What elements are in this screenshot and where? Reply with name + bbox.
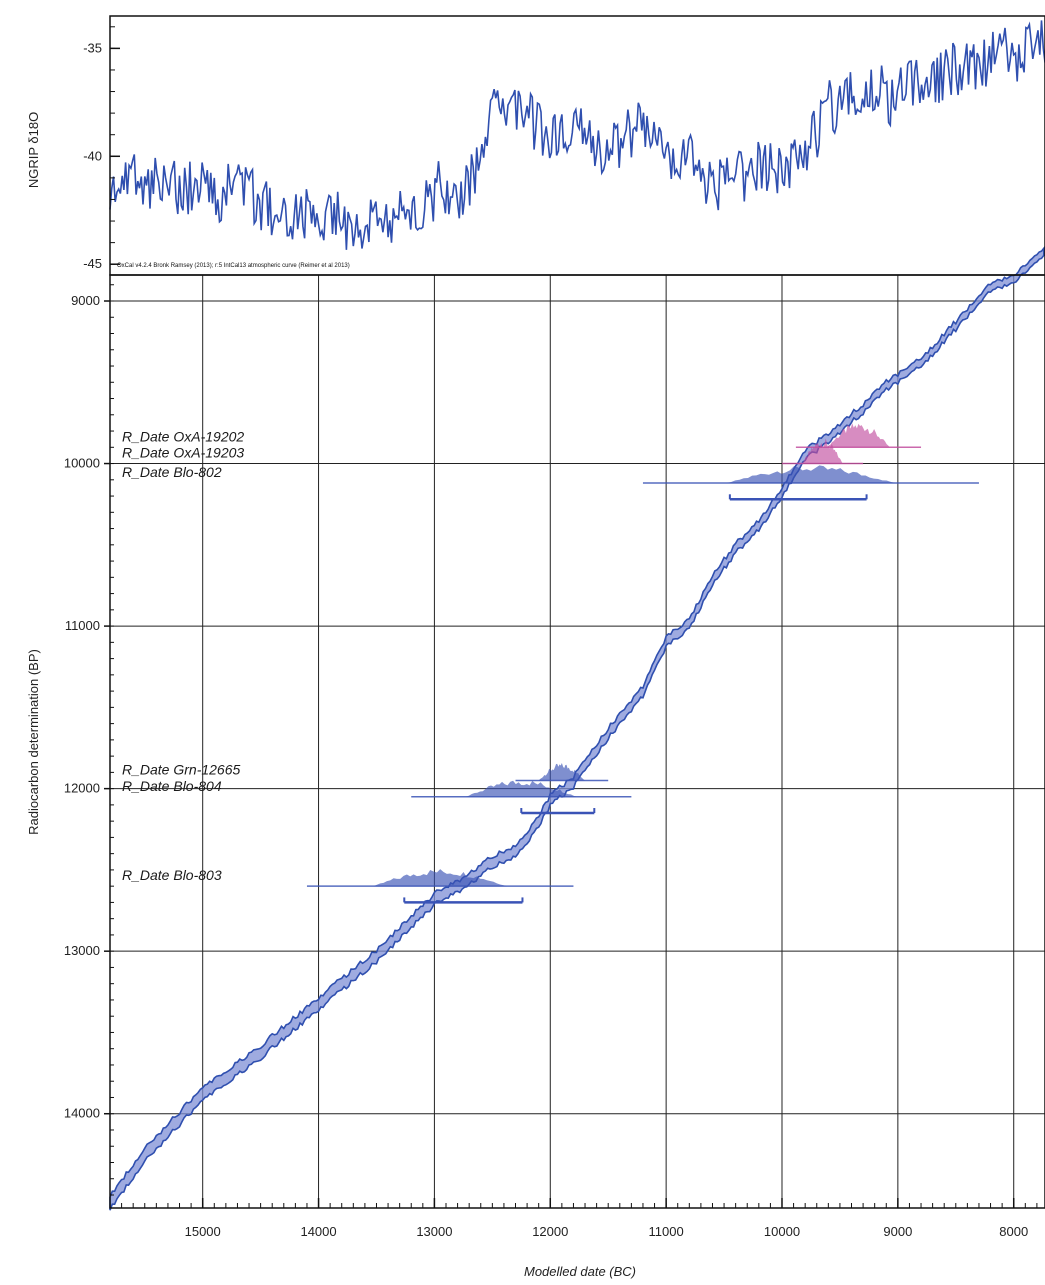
date-distributions-layer (306, 423, 979, 904)
climate-y-tick-label: -35 (83, 40, 102, 55)
axes-layer: -35 -40 -45 9000 10000 11000 12000 13000 14000 15… (64, 15, 1045, 1239)
x-tick-label: 11000 (649, 1224, 684, 1239)
climate-y-tick-label: -45 (83, 256, 102, 271)
date-distribution (802, 438, 843, 464)
x-tick-label: 9000 (883, 1224, 912, 1239)
gridlines (110, 275, 1045, 1208)
x-tick-label: 13000 (416, 1224, 452, 1239)
climate-y-tick-label: -40 (83, 148, 102, 163)
date-distribution (466, 780, 577, 797)
x-axis-title: Modelled date (BC) (524, 1264, 636, 1279)
date-distribution (726, 465, 895, 484)
date-label: R_Date Blo-802 (122, 464, 222, 480)
x-tick-label: 10000 (764, 1224, 800, 1239)
date-distribution (827, 423, 890, 448)
calibration-frame (109, 274, 1045, 1209)
calibration-y-tick-label: 10000 (64, 456, 100, 471)
x-tick-label: 12000 (532, 1224, 568, 1239)
date-label: R_Date Grn-12665 (122, 762, 241, 778)
calibration-y-tick-label: 9000 (71, 293, 100, 308)
y-axis-title-climate: NGRIP δ18O (26, 112, 41, 188)
credit-text: OxCal v4.2.4 Bronk Ramsey (2013); r:5 In… (117, 263, 350, 269)
calibration-curve-layer (109, 245, 1045, 1211)
date-distribution (373, 869, 507, 887)
date-label: R_Date OxA-19203 (122, 445, 244, 461)
calibration-y-tick-label: 14000 (64, 1106, 100, 1121)
calibration-y-tick-label: 11000 (65, 618, 100, 633)
x-tick-label: 15000 (185, 1224, 221, 1239)
date-label: R_Date OxA-19202 (122, 428, 244, 444)
x-tick-label: 14000 (300, 1224, 336, 1239)
calibration-y-tick-label: 13000 (64, 943, 100, 958)
climate-panel (109, 20, 1045, 250)
date-label: R_Date Blo-803 (122, 867, 222, 883)
climate-frame (109, 15, 1045, 276)
calibration-y-tick-label: 12000 (64, 781, 100, 796)
date-distribution (538, 762, 586, 781)
x-tick-label: 8000 (999, 1224, 1028, 1239)
ngrip-series-line (109, 20, 1045, 250)
date-label: R_Date Blo-804 (122, 778, 222, 794)
calibration-curve-band (109, 245, 1045, 1211)
y-axis-title-calibration: Radiocarbon determination (BP) (26, 649, 41, 835)
